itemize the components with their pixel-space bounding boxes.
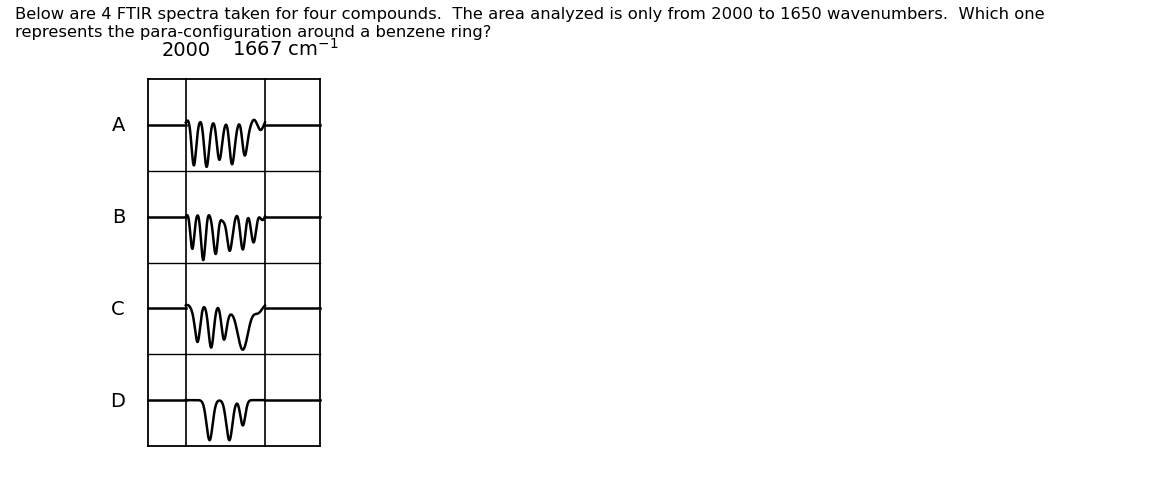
Text: represents the para-configuration around a benzene ring?: represents the para-configuration around… <box>15 25 492 40</box>
Text: D: D <box>110 391 125 410</box>
Text: B: B <box>111 208 125 227</box>
Text: 1667 cm$^{-1}$: 1667 cm$^{-1}$ <box>232 38 338 60</box>
Text: 2000: 2000 <box>161 41 210 60</box>
Text: Below are 4 FTIR spectra taken for four compounds.  The area analyzed is only fr: Below are 4 FTIR spectra taken for four … <box>15 7 1044 22</box>
Text: A: A <box>111 116 125 135</box>
Text: C: C <box>111 299 125 318</box>
